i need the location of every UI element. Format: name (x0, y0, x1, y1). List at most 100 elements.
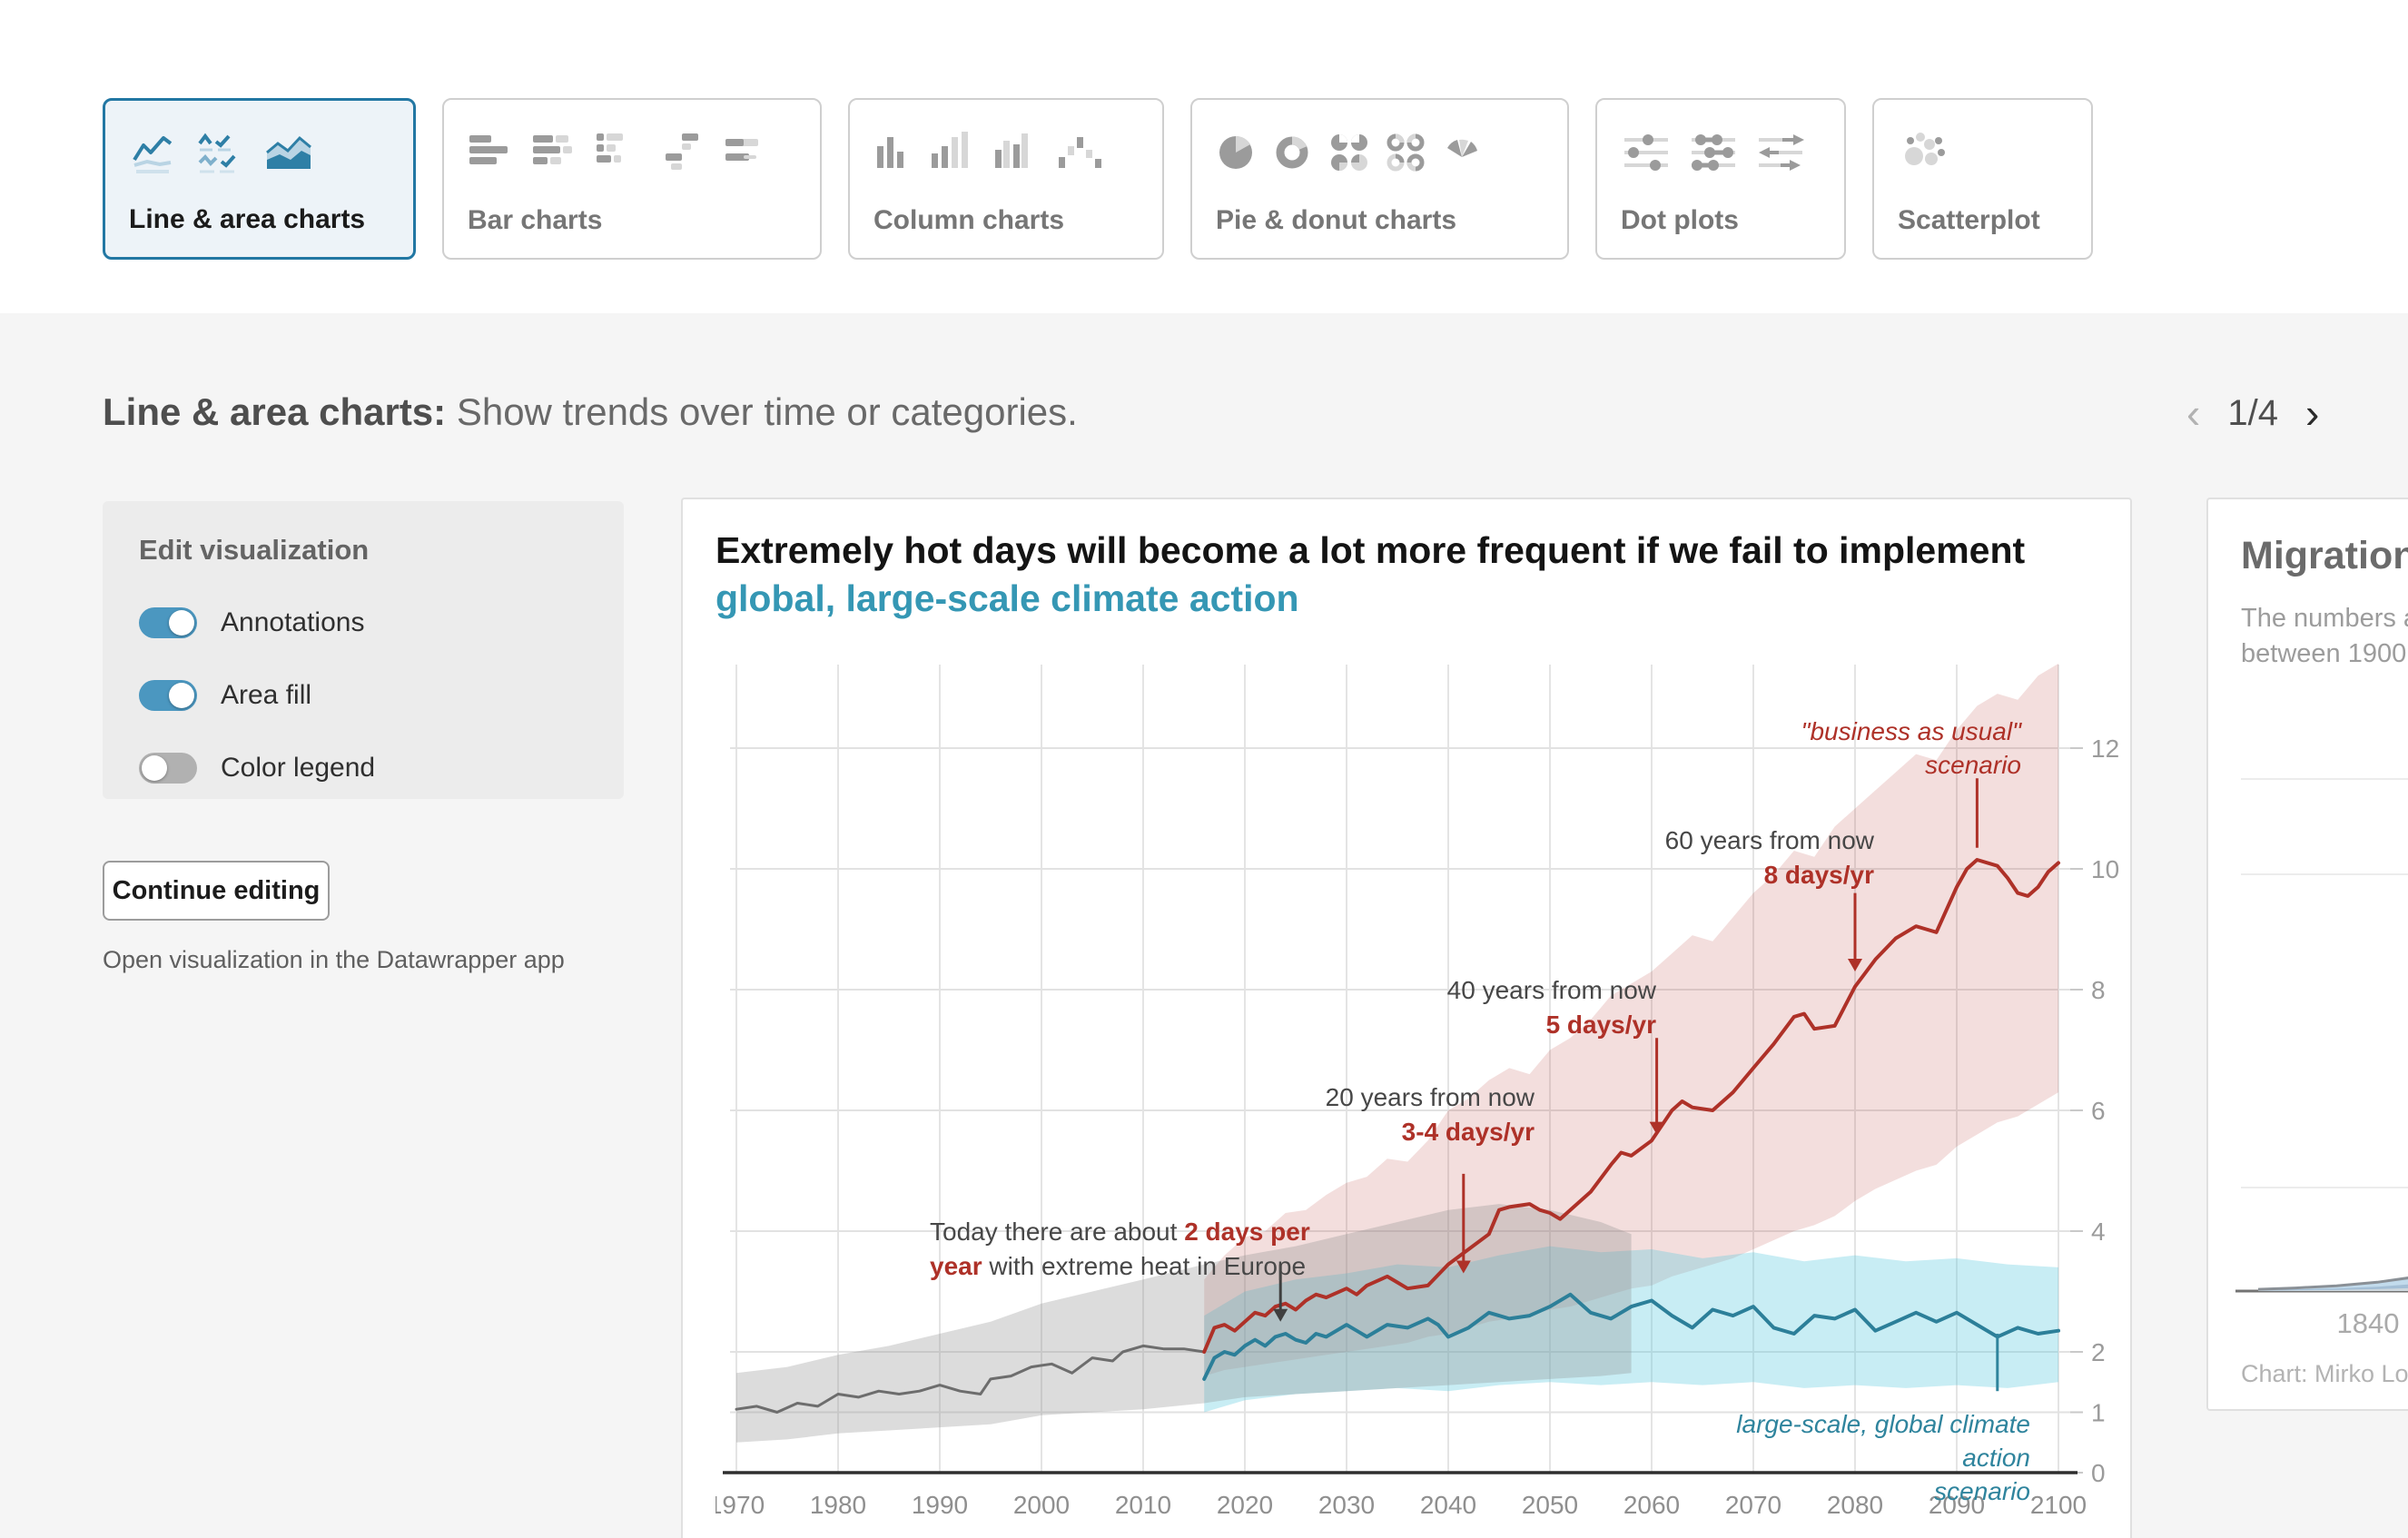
side-card-caption: Chart: Mirko Lorenz (2241, 1360, 2408, 1387)
section-heading-rest: Show trends over time or categories. (446, 390, 1078, 433)
side-card-description-line2: between 1900 a (2241, 639, 2408, 668)
main-chart-svg: 0124681012197019801990200020102020203020… (715, 663, 2119, 1519)
picker-card-bar-charts[interactable]: Bar charts (442, 98, 822, 260)
svg-text:2080: 2080 (1827, 1491, 1883, 1519)
annotation-today: Today there are about 2 days per year wi… (930, 1215, 1347, 1284)
grouped-bar-chart-icon (595, 132, 644, 173)
annotation-20-years: 20 years from now 3-4 days/yr (1244, 1080, 1535, 1149)
grouped-column-chart-icon (992, 132, 1041, 173)
side-preview-card[interactable]: Migration The numbers ar between 1900 a … (2206, 498, 2408, 1411)
picker-label-dot-plots: Dot plots (1621, 205, 1739, 235)
edit-visualization-panel: Edit visualization Annotations Area fill… (103, 501, 624, 799)
picker-label-bar-charts: Bar charts (468, 205, 603, 235)
svg-text:12: 12 (2091, 734, 2119, 763)
annotation-60-years-value: 8 days/yr (1763, 861, 1874, 889)
pie-chart-icon (1216, 132, 1258, 173)
annotation-40-years-value: 5 days/yr (1545, 1011, 1656, 1039)
side-card-description-line1: The numbers ar (2241, 604, 2408, 633)
toggle-row-annotations: Annotations (139, 606, 587, 639)
side-card-axis-label: 1840 (2336, 1307, 2400, 1339)
annotation-today-text: Today there are about (930, 1218, 1185, 1246)
toggle-row-area-fill: Area fill (139, 679, 587, 712)
svg-text:0: 0 (2091, 1459, 2106, 1487)
toggle-knob (169, 683, 194, 708)
annotation-40-years-label: 40 years from now (1446, 976, 1656, 1004)
chevron-left-icon[interactable]: ‹ (2186, 389, 2201, 437)
toggle-label-color-legend: Color legend (221, 753, 376, 783)
toggle-row-color-legend: Color legend (139, 752, 587, 784)
chevron-right-icon[interactable]: › (2304, 389, 2320, 437)
section-heading-bold: Line & area charts: (103, 390, 447, 433)
picker-card-pie-donut[interactable]: Pie & donut charts (1190, 98, 1569, 260)
line-chart-icon (129, 133, 182, 174)
annotations-toggle[interactable] (139, 607, 197, 638)
annotation-60-years-label: 60 years from now (1664, 826, 1874, 854)
svg-text:2020: 2020 (1217, 1491, 1273, 1519)
donut-chart-icon (1272, 132, 1314, 173)
annotation-40-years: 40 years from now 5 days/yr (1366, 973, 1656, 1042)
area-chart-icon (263, 133, 316, 174)
stacked-bar-chart-icon (531, 132, 580, 173)
annotation-business-as-usual: "business as usual" scenario (1740, 715, 2021, 782)
annotation-action-line1: large-scale, global climate action (1736, 1410, 2030, 1472)
svg-text:2040: 2040 (1420, 1491, 1476, 1519)
svg-text:2030: 2030 (1318, 1491, 1375, 1519)
toggle-knob (169, 610, 194, 636)
svg-text:1: 1 (2091, 1399, 2106, 1427)
annotation-today-em: 2 days per (1184, 1218, 1310, 1246)
color-legend-toggle[interactable] (139, 753, 197, 784)
diverging-bar-chart-icon (658, 132, 707, 173)
svg-text:1980: 1980 (810, 1491, 866, 1519)
annotation-60-years: 60 years from now 8 days/yr (1584, 823, 1874, 892)
area-fill-toggle[interactable] (139, 680, 197, 711)
picker-label-line-area: Line & area charts (129, 204, 366, 234)
svg-text:1970: 1970 (715, 1491, 765, 1519)
dot-plot-icon (1621, 132, 1673, 173)
half-pie-chart-icon (1441, 132, 1483, 173)
small-multiple-donuts-icon (1385, 132, 1426, 173)
picker-card-scatterplot[interactable]: Scatterplot (1872, 98, 2093, 260)
bar-chart-icon (468, 132, 517, 173)
annotation-bau-line1: "business as usual" (1801, 717, 2021, 745)
mini-area-chart-svg (2235, 1277, 2408, 1293)
annotation-action-line2: scenario (1934, 1477, 2030, 1505)
annotation-today-em2: year (930, 1252, 982, 1280)
edit-panel-title: Edit visualization (139, 534, 370, 566)
picker-card-column-charts[interactable]: Column charts (848, 98, 1164, 260)
annotation-20-years-label: 20 years from now (1325, 1083, 1535, 1111)
range-plot-icon (1688, 132, 1741, 173)
picker-card-line-area[interactable]: Line & area charts (103, 98, 416, 260)
range-bar-chart-icon (722, 132, 771, 173)
picker-label-column-charts: Column charts (873, 205, 1065, 235)
svg-text:2000: 2000 (1013, 1491, 1070, 1519)
pagination-counter: 1/4 (2227, 392, 2278, 433)
side-card-title: Migration (2241, 534, 2408, 577)
scatterplot-icon (1898, 132, 1950, 173)
side-card-gridline (2241, 778, 2408, 780)
annotation-climate-action: large-scale, global climate action scena… (1676, 1407, 2030, 1508)
picker-label-pie-donut: Pie & donut charts (1216, 205, 1457, 235)
svg-text:10: 10 (2091, 855, 2119, 883)
picker-label-scatterplot: Scatterplot (1898, 205, 2040, 235)
side-card-gridline (2241, 873, 2408, 875)
column-chart-icon (873, 132, 913, 173)
annotation-bau-line2: scenario (1925, 751, 2021, 779)
chart-title-line1: Extremely hot days will become a lot mor… (715, 529, 2026, 571)
toggle-knob (142, 755, 167, 781)
multi-line-chart-icon (196, 133, 249, 174)
svg-text:6: 6 (2091, 1097, 2106, 1125)
arrow-plot-icon (1755, 132, 1808, 173)
picker-card-dot-plots[interactable]: Dot plots (1595, 98, 1846, 260)
svg-text:2060: 2060 (1623, 1491, 1680, 1519)
small-multiple-pies-icon (1328, 132, 1370, 173)
open-in-datawrapper-link[interactable]: Open visualization in the Datawrapper ap… (103, 946, 565, 973)
pagination: ‹ 1/4 › (2186, 392, 2377, 434)
svg-text:2070: 2070 (1725, 1491, 1781, 1519)
svg-text:2: 2 (2091, 1338, 2106, 1366)
annotation-20-years-value: 3-4 days/yr (1401, 1118, 1535, 1146)
svg-text:2090: 2090 (1929, 1491, 1985, 1519)
continue-editing-button[interactable]: Continue editing (103, 861, 330, 921)
toggle-label-area-fill: Area fill (221, 680, 312, 710)
svg-text:1990: 1990 (912, 1491, 968, 1519)
